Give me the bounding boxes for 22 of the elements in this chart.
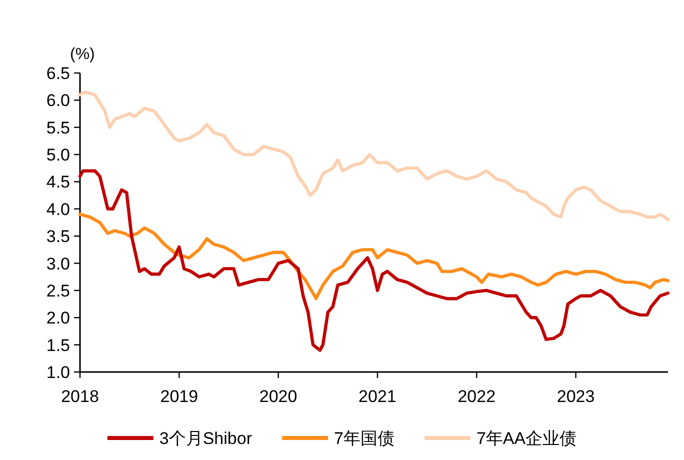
y-tick-label: 5.0 — [46, 146, 70, 165]
x-tick-label: 2022 — [458, 387, 496, 406]
y-tick-label: 6.5 — [46, 64, 70, 83]
y-tick-label: 4.0 — [46, 200, 70, 219]
x-tick-label: 2020 — [259, 387, 298, 406]
y-axis-title: (%) — [70, 46, 95, 63]
legend-label: 7年AA企业债 — [476, 429, 577, 448]
y-tick-label: 5.5 — [46, 118, 70, 138]
y-tick-label: 2.0 — [46, 308, 70, 328]
y-tick-label: 1.0 — [46, 363, 70, 382]
x-tick-label: 2019 — [160, 387, 198, 406]
legend-label: 7年国债 — [334, 429, 394, 448]
x-tick-label: 2023 — [556, 387, 595, 406]
y-tick-label: 3.5 — [46, 227, 70, 246]
legend-label: 3个月Shibor — [159, 429, 252, 448]
y-tick-label: 6.0 — [46, 91, 70, 110]
y-tick-label: 3.0 — [46, 254, 70, 274]
y-tick-label: 1.5 — [46, 336, 70, 355]
y-tick-label: 2.5 — [46, 281, 70, 300]
x-tick-label: 2018 — [61, 387, 99, 406]
y-tick-label: 4.5 — [46, 172, 70, 192]
x-tick-label: 2021 — [358, 387, 396, 406]
